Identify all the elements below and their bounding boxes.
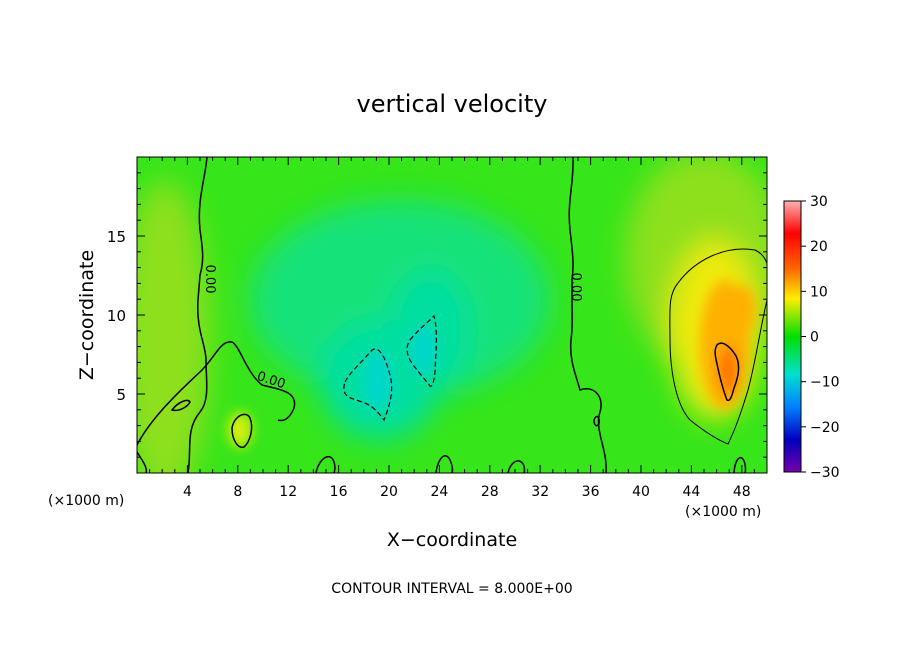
- contour-interval-footer: CONTOUR INTERVAL = 8.000E+00: [331, 581, 572, 597]
- zero-contour-left-base: [137, 451, 148, 473]
- updraft-outer-contour: [669, 248, 767, 445]
- contour-label-left: 0.00: [202, 265, 217, 294]
- y-axis-title: Z−coordinate: [76, 250, 98, 380]
- x-tick-label: 32: [531, 484, 549, 500]
- small-loop-right: [593, 415, 600, 427]
- x-tick-label: 12: [279, 484, 297, 500]
- x-unit-left: (×1000 m): [48, 493, 124, 509]
- contours: [137, 157, 767, 473]
- downdraft-core-2: [409, 325, 437, 375]
- downdraft-core-1: [362, 350, 394, 410]
- x-unit-right: (×1000 m): [685, 504, 761, 520]
- x-axis: 4 8 12 16 20 24 28 32 36 40 44 48: [149, 157, 755, 500]
- x-tick-label: 36: [582, 484, 600, 500]
- x-tick-label: 20: [380, 484, 398, 500]
- x-tick-label: 48: [733, 484, 751, 500]
- colorbar-tick-label: −20: [810, 420, 840, 436]
- field-left-light: [137, 180, 210, 473]
- y-tick-label: 5: [116, 386, 126, 404]
- updraft-core-upper: [728, 285, 756, 335]
- heatmap-field: 0.00 0.00 0.00: [137, 157, 767, 473]
- bottom-loop-3: [507, 460, 526, 473]
- left-yellow-contour: [231, 413, 253, 448]
- x-tick-label: 16: [330, 484, 348, 500]
- y-axis: 5 10 15: [107, 172, 767, 458]
- updraft-core-inner: [719, 345, 737, 395]
- colorbar-tick-label: 20: [810, 239, 828, 255]
- updraft-inner-contour: [714, 342, 740, 402]
- contour-label-right: 0.00: [568, 273, 583, 302]
- small-loop-left: [170, 399, 191, 412]
- x-axis-title: X−coordinate: [387, 529, 517, 551]
- zero-contour-left-lower: [137, 341, 296, 446]
- x-tick-label: 44: [682, 484, 700, 500]
- colorbar-tick-label: 0: [810, 330, 819, 346]
- colorbar-gradient: [783, 200, 802, 473]
- colorbar-tick-label: −30: [810, 465, 840, 481]
- chart-title: vertical velocity: [357, 90, 548, 118]
- colorbar-tick-label: −10: [810, 375, 840, 391]
- x-tick-label: 28: [481, 484, 499, 500]
- x-tick-label: 8: [233, 484, 242, 500]
- x-tick-label: 40: [632, 484, 650, 500]
- bottom-loop-1: [315, 456, 336, 473]
- colorbar: 30 20 10 0 −10 −20 −30: [783, 194, 840, 481]
- y-tick-label: 15: [107, 228, 126, 246]
- bottom-loop-4: [733, 456, 747, 473]
- x-tick-label: 4: [183, 484, 192, 500]
- colorbar-ticks: 30 20 10 0 −10 −20 −30: [801, 194, 840, 481]
- colorbar-tick-label: 30: [810, 194, 828, 210]
- y-tick-label: 10: [107, 307, 126, 325]
- colorbar-tick-label: 10: [810, 284, 828, 300]
- zero-contour-right: [568, 157, 607, 473]
- downdraft-contour-1: [343, 348, 393, 422]
- x-tick-label: 24: [430, 484, 448, 500]
- zero-contour-left: [187, 157, 208, 473]
